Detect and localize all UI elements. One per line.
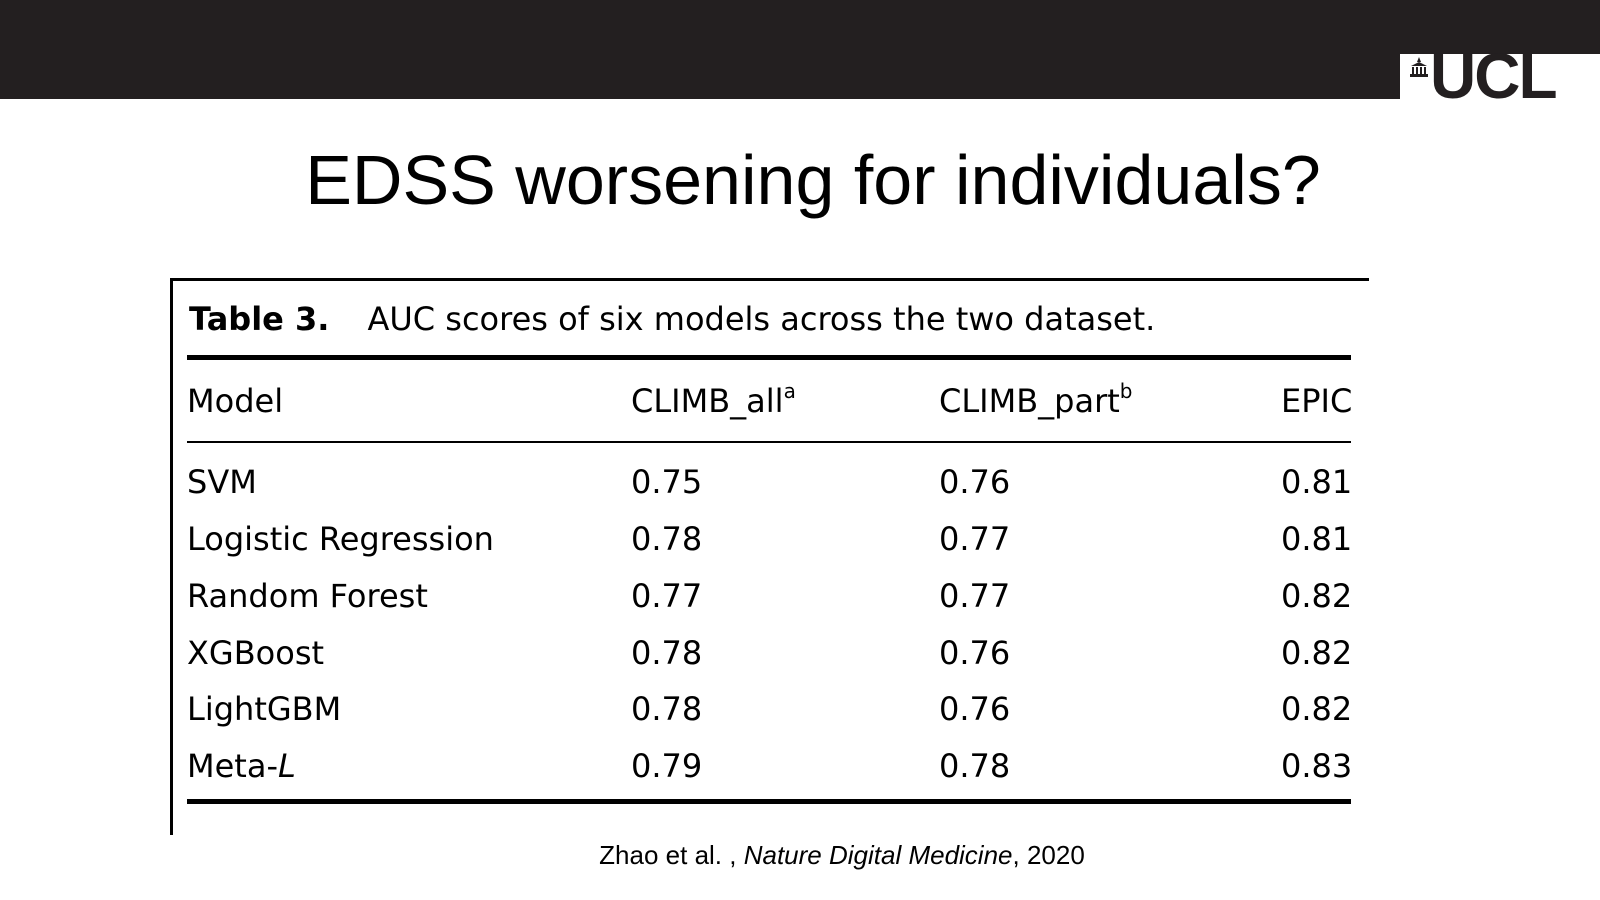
cell-climb-all: 0.78 — [631, 690, 703, 728]
slide-title: EDSS worsening for individuals? — [305, 141, 1321, 219]
ucl-logo: UCL — [1400, 44, 1600, 108]
bottom-rule — [187, 799, 1351, 804]
cell-climb-all: 0.75 — [631, 463, 703, 501]
cell-epic: 0.83 — [1281, 747, 1353, 785]
cell-climb-all: 0.77 — [631, 577, 703, 615]
cell-epic: 0.81 — [1281, 520, 1353, 558]
cell-climb-part: 0.77 — [939, 577, 1011, 615]
header-rule — [187, 441, 1351, 443]
caption-text: AUC scores of six models across the two … — [367, 300, 1156, 338]
cell-epic: 0.82 — [1281, 634, 1353, 672]
citation: Zhao et al. , Nature Digital Medicine, 2… — [0, 838, 1600, 872]
caption-label: Table 3. — [189, 300, 330, 338]
portico-icon — [1410, 57, 1428, 77]
cell-epic: 0.82 — [1281, 577, 1353, 615]
table-caption: Table 3. AUC scores of six models across … — [189, 299, 1155, 339]
cell-climb-part: 0.77 — [939, 520, 1011, 558]
footnote-marker: b — [1119, 379, 1133, 403]
results-table: Table 3. AUC scores of six models across … — [170, 278, 1369, 835]
cell-model: Random Forest — [187, 577, 428, 615]
header-cell-climb-part: CLIMB_partb — [939, 379, 1133, 420]
cell-model: LightGBM — [187, 690, 342, 728]
cell-model: Logistic Regression — [187, 520, 494, 558]
header-cell-model: Model — [187, 382, 284, 420]
cell-climb-all: 0.78 — [631, 520, 703, 558]
citation-authors: Zhao et al. , — [599, 840, 737, 870]
cell-epic: 0.82 — [1281, 690, 1353, 728]
cell-climb-part: 0.78 — [939, 747, 1011, 785]
logo-text: UCL — [1430, 40, 1558, 112]
cell-model: XGBoost — [187, 634, 325, 672]
header-cell-epic: EPIC — [1281, 382, 1353, 420]
cell-climb-part: 0.76 — [939, 463, 1011, 501]
header-bar — [0, 0, 1600, 99]
cell-model: SVM — [187, 463, 257, 501]
cell-climb-all: 0.79 — [631, 747, 703, 785]
cell-model: Meta-L — [187, 747, 296, 785]
cell-climb-part: 0.76 — [939, 690, 1011, 728]
citation-journal: Nature Digital Medicine — [743, 840, 1013, 870]
citation-year: , 2020 — [1012, 840, 1085, 870]
cell-climb-all: 0.78 — [631, 634, 703, 672]
footnote-marker: a — [783, 379, 796, 403]
cell-climb-part: 0.76 — [939, 634, 1011, 672]
top-rule — [187, 355, 1351, 360]
cell-epic: 0.81 — [1281, 463, 1353, 501]
header-cell-climb-all: CLIMB_alla — [631, 379, 796, 420]
